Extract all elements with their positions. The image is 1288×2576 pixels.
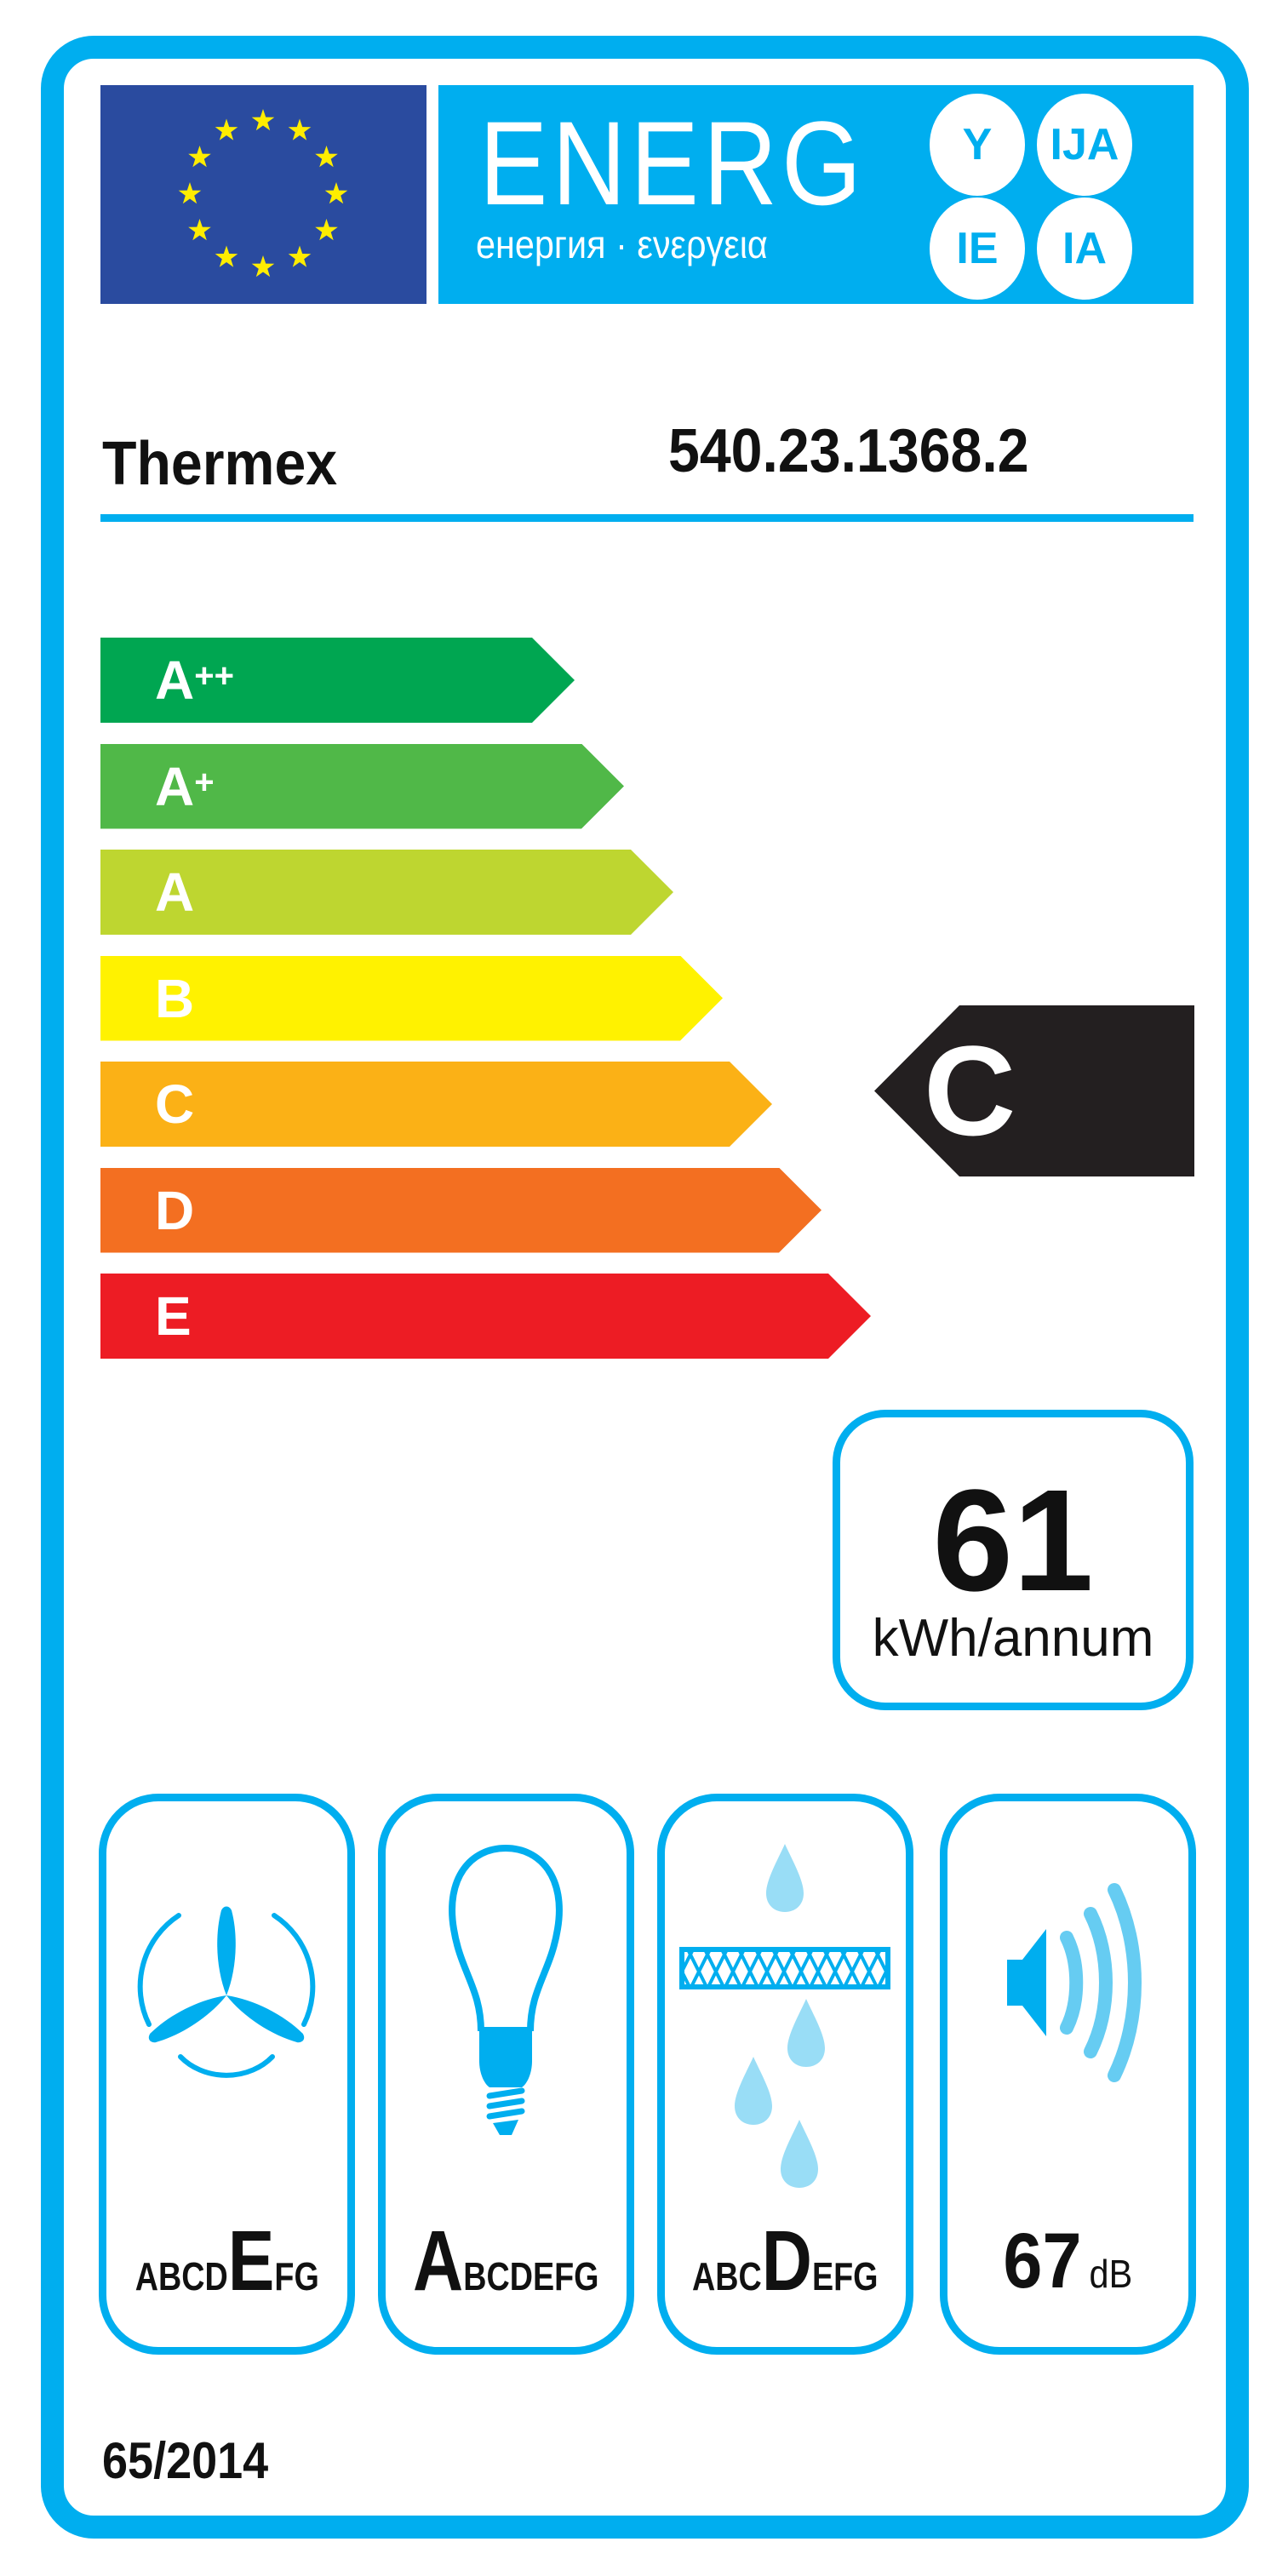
scale-letter: F	[833, 2254, 854, 2298]
class-bar-aplus: A+	[100, 744, 624, 829]
star-icon	[178, 182, 202, 204]
scale-letter: C	[486, 2254, 510, 2298]
suffix-circle-ie: IE	[930, 197, 1025, 300]
star-icon	[215, 245, 238, 267]
scale-letter: C	[738, 2254, 762, 2298]
class-label: E	[155, 1285, 192, 1348]
scale-letter: G	[853, 2254, 879, 2298]
grease-filter-icon	[679, 1844, 890, 2188]
energy-subtitle: енергия · ενεργεια	[476, 222, 768, 266]
suffix-circle-ija: IJA	[1037, 94, 1132, 196]
regulation-number: 65/2014	[102, 2432, 269, 2489]
scale-letter: A	[692, 2254, 716, 2298]
noise-db-unit: dB	[1089, 2252, 1133, 2296]
scale-letter: A	[135, 2254, 158, 2298]
class-letter: D	[155, 1179, 195, 1241]
scale-letter-active: D	[761, 2213, 813, 2309]
class-suffix: ++	[194, 657, 234, 695]
star-icon	[215, 118, 238, 140]
star-icon	[324, 182, 348, 204]
class-letter: A	[155, 755, 195, 817]
class-bar-aplusplus: A++	[100, 638, 575, 723]
star-icon	[251, 255, 275, 278]
scale-letter: B	[463, 2254, 487, 2298]
scale-letter: B	[715, 2254, 739, 2298]
class-label: B	[155, 967, 194, 1030]
class-label: C	[155, 1073, 194, 1136]
star-icon	[251, 109, 275, 131]
consumption-box: 61 kWh/annum	[833, 1410, 1194, 1710]
consumption-unit: kWh/annum	[872, 1609, 1154, 1668]
scale-letter: C	[180, 2254, 205, 2298]
class-letter: C	[155, 1073, 195, 1135]
header-divider	[100, 514, 1194, 522]
eu-flag	[100, 85, 426, 304]
class-letter: B	[155, 967, 195, 1029]
energy-title: ENERG	[479, 96, 866, 230]
scale-letter: F	[274, 2254, 295, 2298]
rating-class: C	[924, 1019, 1016, 1162]
class-bar-e: E	[100, 1274, 871, 1359]
noise-db-value: 67	[1003, 2218, 1082, 2304]
scale-letter-active: E	[227, 2213, 275, 2309]
star-icon	[188, 219, 211, 241]
class-label: A	[155, 861, 194, 924]
noise-value: 67 dB	[947, 2218, 1188, 2304]
model-number: 540.23.1368.2	[668, 417, 1029, 485]
scale-letter: D	[509, 2254, 534, 2298]
class-bar-c: C	[100, 1062, 772, 1147]
class-suffix: +	[194, 763, 215, 801]
class-bar-d: D	[100, 1168, 821, 1253]
noise-box: 67 dB	[940, 1794, 1196, 2355]
class-bar-a: A	[100, 850, 673, 935]
class-letter: A	[155, 650, 195, 711]
scale-letter: G	[294, 2254, 319, 2298]
star-icon	[288, 245, 312, 267]
energy-banner: ENERG енергия · ενεργεια Y IJA IE IA	[438, 85, 1194, 304]
star-icon	[288, 118, 312, 140]
class-label: D	[155, 1179, 194, 1242]
suffix-circle-ia: IA	[1037, 197, 1132, 300]
scale-letter: F	[554, 2254, 575, 2298]
scale-letter: E	[533, 2254, 555, 2298]
light-bulb-icon	[449, 1844, 563, 2135]
label-frame	[41, 36, 1249, 2539]
scale-letter: B	[157, 2254, 181, 2298]
class-letter: E	[155, 1285, 192, 1347]
suffix-circle-y: Y	[930, 94, 1025, 196]
scale-letter: E	[812, 2254, 834, 2298]
scale-letter: G	[574, 2254, 599, 2298]
class-label: A++	[155, 649, 234, 712]
class-label: A+	[155, 755, 215, 818]
star-icon	[315, 219, 338, 241]
star-icon	[188, 146, 211, 168]
brand-name: Thermex	[102, 430, 338, 498]
class-bar-b: B	[100, 956, 723, 1041]
speaker-icon	[1007, 1883, 1142, 2082]
star-icon	[315, 146, 338, 168]
class-letter: A	[155, 862, 195, 923]
scale-letter-active: A	[413, 2213, 464, 2309]
fan-icon	[137, 1906, 316, 2078]
eu-stars-icon	[178, 109, 348, 278]
scale-letter: D	[204, 2254, 228, 2298]
consumption-value: 61	[932, 1460, 1094, 1622]
